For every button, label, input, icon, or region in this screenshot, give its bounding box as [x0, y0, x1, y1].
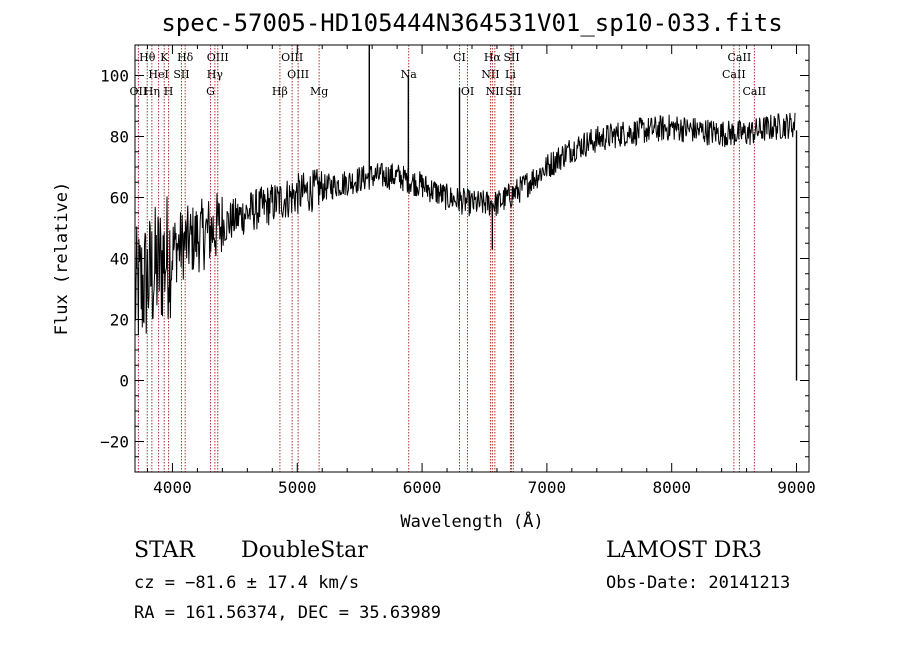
line-label: Hδ — [177, 51, 194, 64]
line-label: K — [160, 51, 169, 64]
object-class: STAR — [134, 538, 195, 563]
line-label: SII — [503, 51, 519, 64]
survey-label: LAMOST DR3 — [606, 538, 762, 563]
line-label: G — [206, 85, 215, 98]
line-label: NII — [481, 68, 499, 81]
line-label: CaII — [742, 85, 766, 98]
line-label: CaII — [728, 51, 752, 64]
y-tick-label: 20 — [110, 311, 129, 330]
y-tick-label: 0 — [119, 372, 129, 391]
line-label: Mg — [310, 85, 328, 98]
line-label: Hβ — [272, 85, 288, 98]
obs-date-label: Obs-Date: 20141213 — [606, 573, 791, 593]
x-tick-label: 7000 — [528, 478, 567, 497]
y-tick-label: 60 — [110, 189, 129, 208]
line-label: SII — [505, 85, 521, 98]
y-tick-label: 40 — [110, 250, 129, 269]
line-label: H — [164, 85, 174, 98]
line-label: CI — [453, 51, 466, 64]
spectrum-line — [134, 112, 796, 335]
x-axis-label: Wavelength (Å) — [400, 510, 543, 532]
redshift-label: cz = −81.6 ± 17.4 km/s — [134, 573, 360, 593]
object-subclass: DoubleStar — [241, 538, 368, 563]
y-tick-label: 80 — [110, 128, 129, 147]
plot-frame — [134, 44, 810, 473]
line-label: OIII — [207, 51, 229, 64]
x-tick-label: 6000 — [403, 478, 442, 497]
line-label: Na — [401, 68, 418, 81]
coordinates-label: RA = 161.56374, DEC = 35.63989 — [134, 603, 442, 623]
line-label: Hα — [484, 51, 502, 64]
line-label: OII — [130, 85, 148, 98]
line-label: CaII — [722, 68, 746, 81]
chart-title: spec-57005-HD105444N364531V01_sp10-033.f… — [161, 9, 783, 37]
line-label: Hθ — [139, 51, 156, 64]
line-label: OIII — [281, 51, 303, 64]
line-label: Hγ — [207, 68, 224, 81]
x-tick-label: 5000 — [278, 478, 317, 497]
x-tick-label: 8000 — [652, 478, 691, 497]
line-label: Li — [505, 68, 516, 81]
line-label: SII — [173, 68, 189, 81]
line-label: OI — [461, 85, 474, 98]
x-tick-label: 9000 — [777, 478, 816, 497]
line-label: Hη — [144, 85, 160, 98]
x-tick-label: 4000 — [153, 478, 192, 497]
y-tick-label: 100 — [100, 67, 129, 86]
line-label: OIII — [287, 68, 309, 81]
y-tick-label: −20 — [100, 433, 129, 452]
line-label: NII — [486, 85, 504, 98]
line-label: HeI — [148, 68, 168, 81]
y-axis-label: Flux (relative) — [52, 182, 72, 336]
